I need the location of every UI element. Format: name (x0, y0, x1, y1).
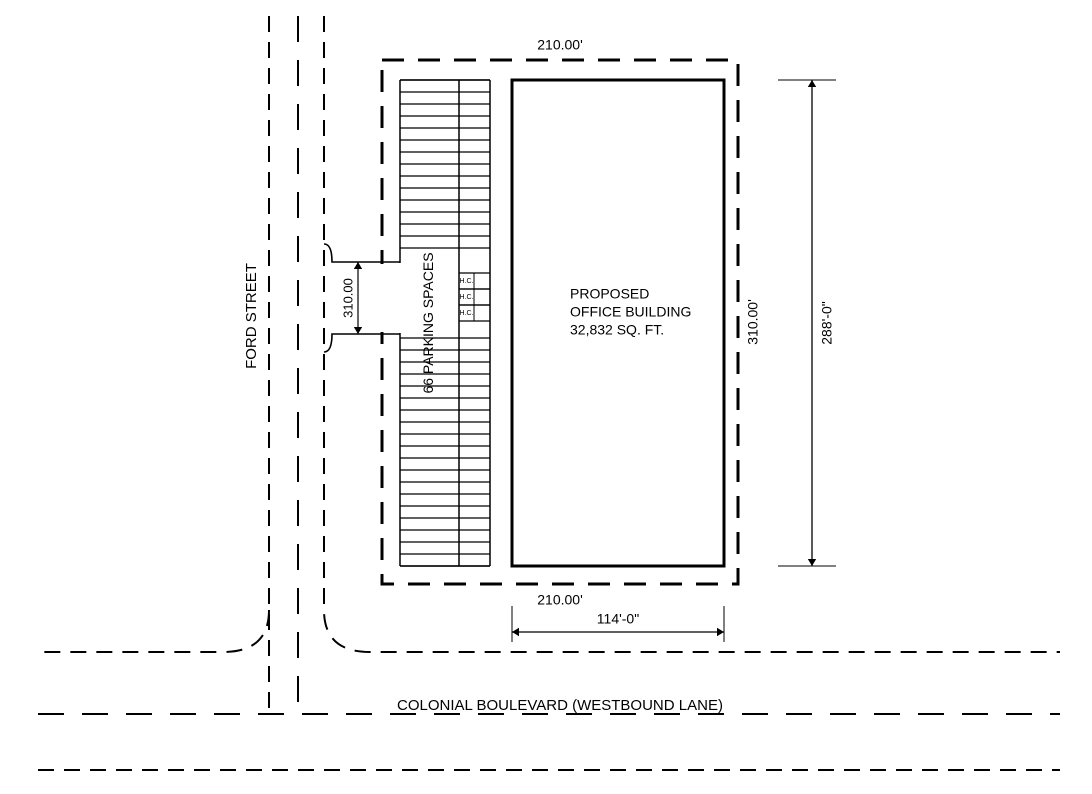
ford-street-label: FORD STREET (243, 263, 260, 369)
lot-depth-label: 310.00' (745, 299, 761, 345)
building-label-2: OFFICE BUILDING (570, 304, 691, 320)
hc-label-1: H.C. (460, 294, 474, 301)
building-width-dim: 114'-0" (597, 611, 639, 627)
hc-label-2: H.C. (460, 310, 474, 317)
site-plan-drawing: FORD STREET COLONIAL BOULEVARD (WESTBOUND… (0, 0, 1092, 794)
lot-width-top-label: 210.00' (537, 37, 583, 53)
building-height-dim: 288'-0" (819, 301, 835, 344)
lot-width-bottom-label: 210.00' (537, 592, 583, 608)
building-label-3: 32,832 SQ. FT. (570, 322, 664, 338)
parking-count-label: 66 PARKING SPACES (420, 252, 436, 393)
building-label-1: PROPOSED (570, 286, 649, 302)
driveway-dim-label: 310.00 (340, 278, 355, 318)
hc-label-0: H.C. (460, 278, 474, 285)
colonial-blvd-label: COLONIAL BOULEVARD (WESTBOUND LANE) (397, 697, 723, 714)
